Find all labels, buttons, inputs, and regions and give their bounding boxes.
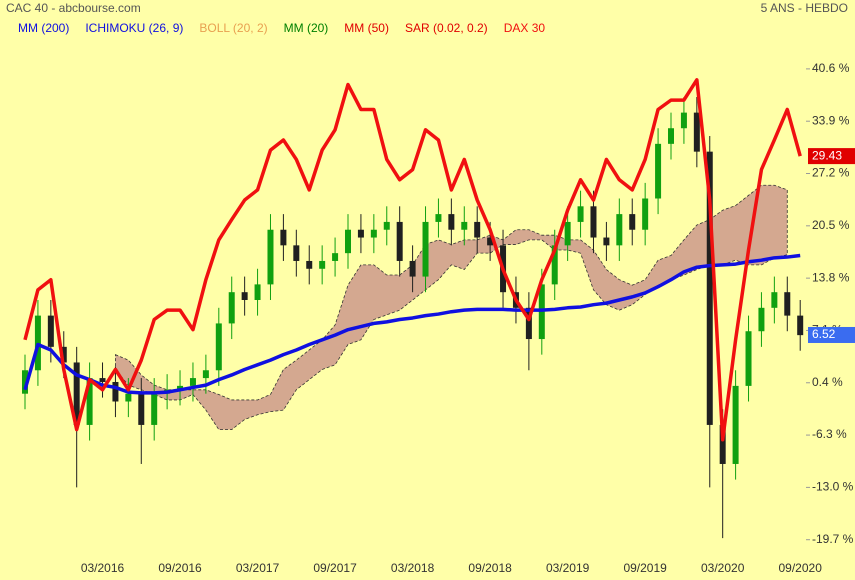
y-tick-label: 40.6 %: [812, 61, 850, 75]
legend-entry: ICHIMOKU (26, 9): [85, 21, 183, 35]
y-tick-label: 27.2 %: [812, 166, 850, 180]
candle-body: [332, 253, 339, 261]
candle-body: [474, 221, 481, 238]
candle-body: [668, 128, 674, 144]
candle-body: [202, 370, 209, 379]
legend-entry: MM (50): [344, 21, 389, 35]
candle-body: [771, 292, 778, 308]
series-line: [23, 78, 802, 442]
y-tick-label: 33.9 %: [812, 113, 850, 127]
candle-body: [745, 331, 752, 386]
candle-body: [409, 260, 416, 277]
chart-title: CAC 40 - abcbourse.com: [6, 1, 141, 15]
candle-body: [306, 260, 313, 269]
candle-body: [73, 362, 80, 425]
candle-body: [461, 221, 468, 230]
candle-body: [319, 260, 326, 269]
y-tick-label: -19.7 %: [812, 532, 854, 546]
candle-body: [241, 292, 248, 300]
x-tick-label: 03/2017: [236, 561, 280, 575]
candle-body: [396, 221, 403, 261]
candle-body: [732, 385, 739, 464]
candle-body: [784, 292, 791, 316]
last-value-label: 29.43: [812, 148, 842, 162]
candle-body: [47, 315, 54, 347]
candle-body: [151, 393, 158, 425]
y-tick-label: 13.8 %: [812, 270, 850, 284]
candle-body: [564, 221, 571, 246]
legend-entry: MM (200): [18, 21, 69, 35]
candle-body: [228, 292, 235, 324]
candle-body: [86, 378, 93, 425]
candle-body: [215, 323, 222, 371]
legend-entry: MM (20): [284, 21, 329, 35]
x-tick-label: 09/2020: [779, 561, 823, 575]
candle-body: [99, 378, 106, 382]
candle-body: [642, 198, 649, 230]
x-tick-label: 03/2018: [391, 561, 435, 575]
y-tick-label: 20.5 %: [812, 218, 850, 232]
candle-body: [448, 214, 455, 230]
candle-body: [189, 378, 196, 386]
legend-entry: BOLL (20, 2): [199, 21, 267, 35]
candle-body: [422, 221, 429, 277]
series-line: [23, 253, 801, 395]
candle-body: [680, 112, 687, 129]
candle-body: [655, 143, 662, 199]
x-tick-label: 03/2016: [81, 561, 125, 575]
y-tick-label: -6.3 %: [812, 427, 847, 441]
candle-body: [280, 229, 287, 246]
candle-body: [758, 307, 765, 332]
candle-body: [125, 393, 132, 402]
x-tick-label: 03/2019: [546, 561, 590, 575]
candle-body: [629, 214, 636, 230]
candle-body: [577, 206, 584, 222]
last-value-tag: [808, 148, 855, 165]
legend-entry: SAR (0.02, 0.2): [405, 21, 488, 35]
candle-body: [551, 245, 558, 285]
candle-body: [254, 284, 261, 300]
candle-body: [112, 381, 119, 402]
x-tick-label: 03/2020: [701, 561, 745, 575]
y-tick-label: 0.4 %: [812, 375, 843, 389]
x-tick-label: 09/2016: [158, 561, 202, 575]
candle-body: [267, 229, 274, 285]
candle-body: [525, 307, 532, 340]
candle-body: [60, 346, 67, 363]
legend-entry: DAX 30: [504, 21, 546, 35]
x-tick-label: 09/2019: [623, 561, 667, 575]
candle-body: [357, 229, 364, 238]
candle-body: [370, 229, 377, 238]
last-value-label: 6.52: [812, 327, 836, 341]
candle-body: [603, 237, 610, 246]
candle-body: [435, 214, 442, 222]
candle-body: [719, 424, 726, 464]
x-tick-label: 09/2018: [468, 561, 512, 575]
candle-body: [293, 245, 300, 261]
candle-body: [797, 315, 804, 336]
candle-body: [383, 221, 390, 230]
last-value-tag: [808, 326, 855, 343]
candle-body: [345, 229, 351, 254]
candle-body: [177, 385, 184, 390]
candle-body: [590, 206, 597, 238]
candle-body: [22, 370, 28, 394]
chart-subtitle: 5 ANS - HEBDO: [761, 1, 848, 15]
x-tick-label: 09/2017: [313, 561, 357, 575]
candle-body: [706, 151, 713, 425]
candle-body: [138, 393, 145, 425]
candle-body: [616, 214, 623, 246]
candle-body: [693, 112, 700, 152]
y-tick-label: -13.0 %: [812, 480, 854, 494]
candle-body: [487, 237, 494, 246]
